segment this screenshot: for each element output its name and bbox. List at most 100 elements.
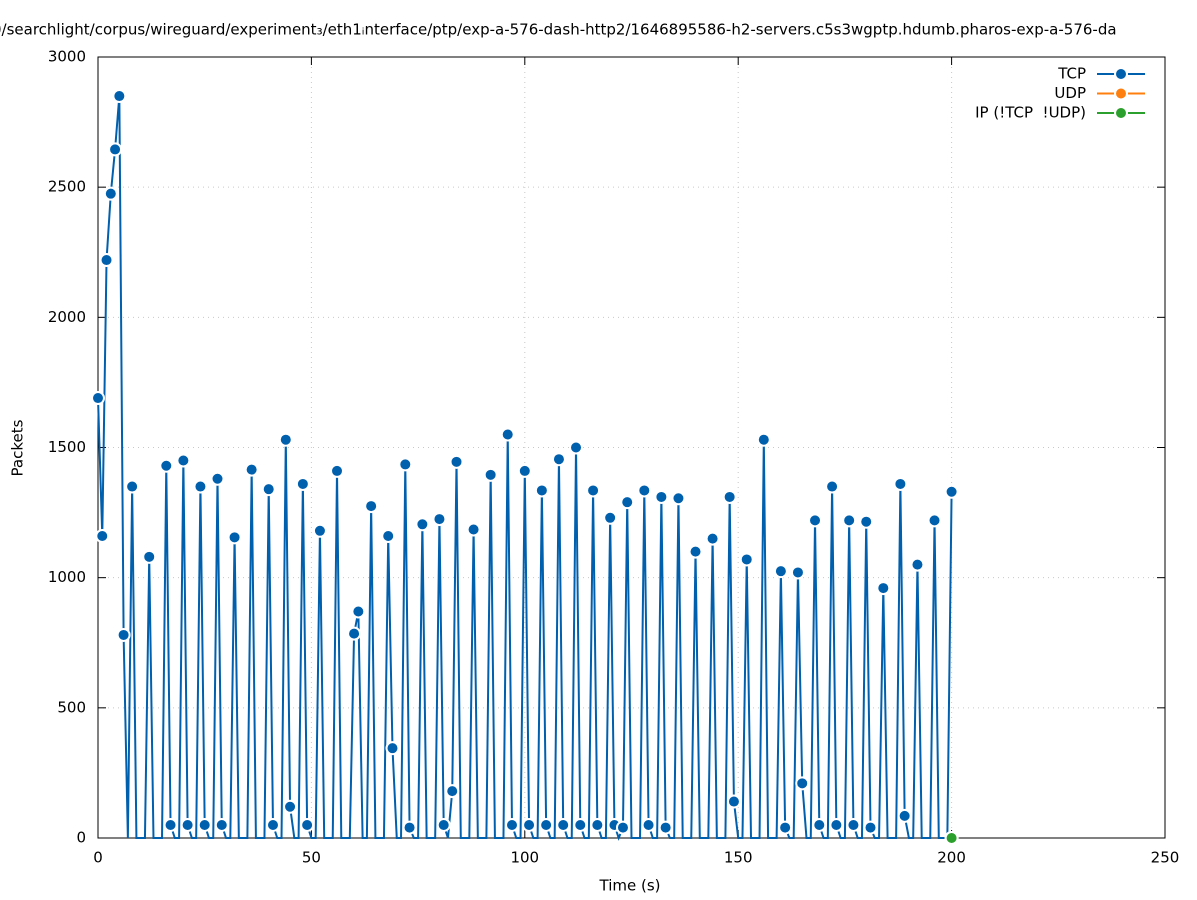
data-point [125,479,140,494]
y-axis-label: Packets [9,419,27,476]
data-point [641,817,656,832]
data-point [99,253,114,268]
data-point [415,517,430,532]
data-point [295,476,310,491]
x-tick-label: 100 [510,849,539,867]
y-tick-label: 0 [76,829,86,847]
data-point [504,817,519,832]
data-point [347,626,362,641]
data-point [726,794,741,809]
data-point [534,483,549,498]
data-point [671,491,686,506]
data-point [210,471,225,486]
legend-marker [1114,106,1128,120]
legend-marker [1114,86,1128,101]
data-point [876,581,891,596]
data-point [539,817,554,832]
data-point [402,820,417,835]
data-point [825,479,840,494]
data-point [116,627,131,642]
data-point [398,457,413,472]
data-point [483,467,498,482]
data-point [773,564,788,579]
data-point [637,483,652,498]
data-point [283,799,298,814]
data-point [312,523,327,538]
y-tick-label: 1000 [48,568,86,586]
data-point [432,512,447,527]
data-point [778,820,793,835]
legend-label: TCP [1057,65,1086,83]
data-point [466,522,481,537]
data-point [551,452,566,467]
x-axis-label: Time (s) [599,877,661,895]
legend-label: UDP [1054,84,1086,102]
data-point [790,565,805,580]
data-point [227,530,242,545]
data-point [265,817,280,832]
data-point [449,454,464,469]
data-point [351,604,366,619]
data-point [829,817,844,832]
data-point [812,817,827,832]
x-tick-label: 250 [1151,849,1180,867]
x-tick-label: 0 [93,849,103,867]
data-point [893,476,908,491]
data-point [569,440,584,455]
x-tick-label: 150 [724,849,753,867]
data-point [176,453,191,468]
data-point [278,432,293,447]
data-point [910,557,925,572]
data-point [944,484,959,499]
data-point [159,458,174,473]
data-point [603,510,618,525]
data-point [859,514,874,529]
data-point [193,479,208,494]
data-point [842,513,857,528]
data-point [522,817,537,832]
data-point [244,462,259,477]
legend-marker [1114,67,1128,81]
data-point [330,463,345,478]
data-point [654,489,669,504]
y-tick-label: 2000 [48,308,86,326]
legend-label: IP (!TCP !UDP) [975,104,1086,122]
data-point [517,463,532,478]
x-tick-label: 200 [937,849,966,867]
data-point [436,817,451,832]
data-point [586,483,601,498]
data-point [739,552,754,567]
data-point [180,817,195,832]
data-point [573,817,588,832]
data-point [556,817,571,832]
y-tick-label: 2500 [48,178,86,196]
data-point [108,142,123,157]
data-point [756,432,771,447]
data-point [846,817,861,832]
data-point [364,499,379,514]
data-point [95,529,110,544]
data-point [500,427,515,442]
data-point [261,482,276,497]
data-point [197,817,212,832]
data-point [112,89,127,104]
data-point [688,544,703,559]
chart-title: 0/searchlight/corpus/wireguard/experimen… [0,21,1117,39]
data-point [722,489,737,504]
data-point [381,529,396,544]
data-point [385,741,400,756]
data-point [620,495,635,510]
data-point [615,820,630,835]
x-tick-label: 50 [302,849,321,867]
data-point [897,808,912,823]
y-tick-label: 1500 [48,438,86,456]
data-point [590,817,605,832]
data-point [214,817,229,832]
data-point [944,831,959,845]
data-point [103,186,118,201]
data-point [91,391,105,406]
data-point [795,776,810,791]
